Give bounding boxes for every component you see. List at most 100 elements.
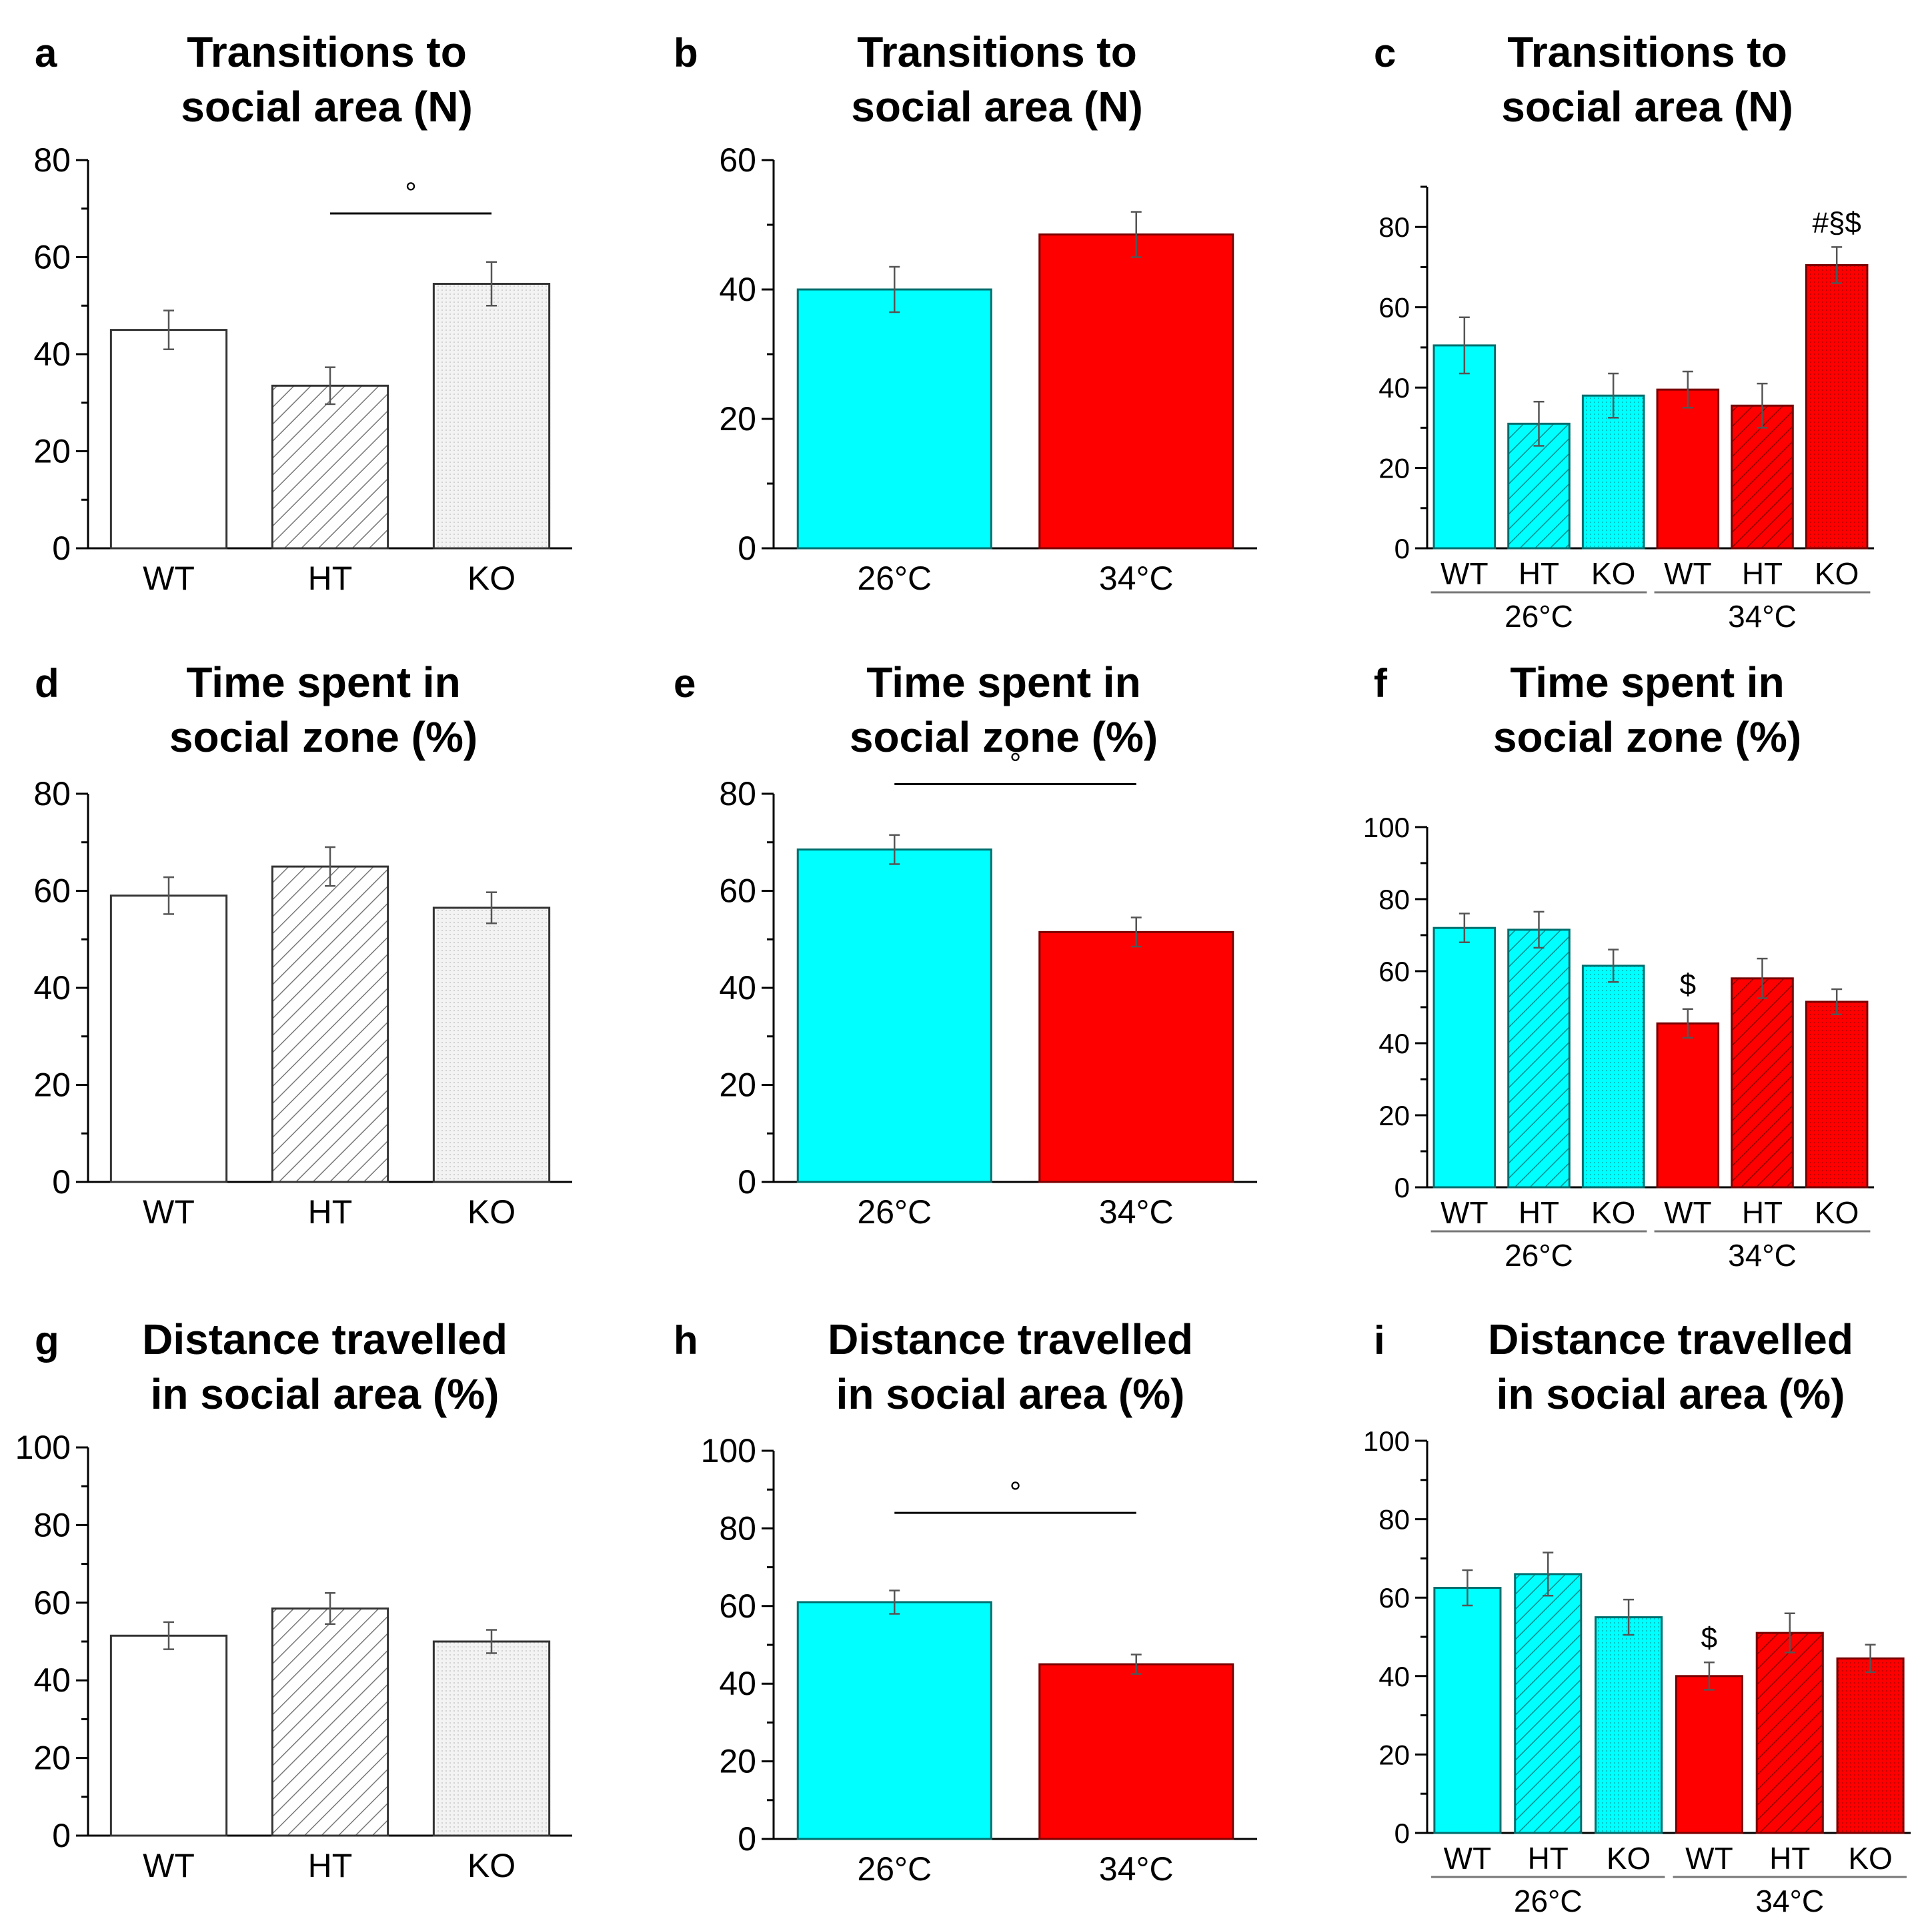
bar — [109, 1634, 228, 1837]
y-tick-label: 60 — [1378, 1582, 1410, 1614]
bar — [1038, 930, 1234, 1183]
group-label: 34°C — [1755, 1884, 1824, 1918]
y-tick-label: 0 — [738, 1820, 756, 1858]
panel-letter: e — [674, 661, 696, 706]
y-tick-label: 20 — [33, 1740, 71, 1777]
panel-title-line-2: social area (N) — [851, 83, 1143, 131]
plot-area-b: 0 20 40 60 26°C 34°C — [719, 141, 1257, 597]
group-label: 26°C — [1505, 599, 1573, 634]
y-tick-label: 20 — [33, 433, 71, 470]
y-tick-label: 20 — [719, 400, 756, 438]
y-tick-label: 40 — [719, 271, 756, 308]
panel-title-line-1: Time spent in — [1510, 658, 1784, 706]
bar — [1656, 388, 1720, 550]
y-tick-label: 80 — [33, 1506, 71, 1543]
bar — [432, 1640, 551, 1837]
y-tick-label: 0 — [738, 1163, 756, 1201]
y-tick-label: 60 — [1378, 292, 1410, 324]
x-tick-label: WT — [1664, 556, 1712, 591]
bar — [432, 906, 551, 1183]
y-tick-label: 60 — [719, 872, 756, 910]
group-label: 34°C — [1728, 1238, 1797, 1273]
bar — [1433, 1587, 1502, 1834]
x-tick-label: KO — [1848, 1841, 1892, 1876]
panel-title-line-1: Time spent in — [186, 658, 460, 706]
x-tick-label: WT — [1440, 1195, 1489, 1230]
y-tick-label: 80 — [1378, 1504, 1410, 1535]
panel-i: i Distance travelled in social area (%) … — [1363, 1315, 1911, 1918]
x-tick-label: HT — [308, 1847, 353, 1884]
x-tick-label: HT — [1742, 1195, 1783, 1230]
group-label: 26°C — [1514, 1884, 1583, 1918]
x-tick-label: KO — [467, 1193, 516, 1231]
y-tick-label: 60 — [719, 1587, 756, 1625]
y-tick-label: 40 — [1378, 372, 1410, 404]
x-tick-label: HT — [308, 560, 353, 597]
plot-area-h: 0 20 40 60 80 100 26°C 34°C ° — [701, 1432, 1257, 1888]
y-tick-label: 0 — [1394, 1172, 1410, 1203]
y-tick-label: 60 — [1378, 956, 1410, 987]
panel-title-line-1: Distance travelled — [142, 1315, 508, 1363]
plot-area-e: 0 20 40 60 80 26°C 34°C ° — [719, 747, 1257, 1231]
bar — [271, 1608, 389, 1837]
bar — [1038, 233, 1234, 550]
panel-letter: f — [1374, 661, 1388, 706]
x-tick-label: WT — [143, 1193, 195, 1231]
bar — [432, 283, 551, 550]
panel-letter: g — [35, 1318, 59, 1363]
panel-title-line-1: Transitions to — [857, 28, 1137, 76]
bar — [1805, 263, 1869, 550]
y-tick-label: 60 — [33, 1584, 71, 1622]
x-tick-label: HT — [1519, 556, 1559, 591]
bar — [1432, 926, 1497, 1189]
bar — [271, 384, 389, 550]
x-tick-label: KO — [1815, 556, 1859, 591]
x-tick-label: KO — [1591, 556, 1635, 591]
panel-title-line-1: Distance travelled — [1488, 1315, 1853, 1363]
panel-title-line-2: in social area (%) — [1497, 1370, 1845, 1418]
bar — [1581, 965, 1645, 1189]
panel-title-line-2: social area (N) — [1501, 83, 1793, 131]
bar — [1656, 1022, 1720, 1189]
plot-area-g: 0 20 40 60 80 100 WT HT KO — [15, 1429, 572, 1884]
plot-area-d: 0 20 40 60 80 WT HT KO — [33, 775, 572, 1231]
bar — [271, 865, 389, 1183]
y-tick-label: 0 — [52, 1163, 71, 1201]
bar — [1038, 1663, 1234, 1840]
y-tick-label: 40 — [33, 336, 71, 373]
bar — [1432, 344, 1497, 550]
x-tick-label: 34°C — [1099, 1850, 1174, 1888]
panel-title-line-2: social zone (%) — [169, 713, 477, 761]
panel-title-line-2: in social area (%) — [836, 1370, 1185, 1418]
x-tick-label: KO — [1591, 1195, 1635, 1230]
x-tick-label: 26°C — [857, 560, 932, 597]
panel-e: e Time spent in social zone (%) 0 20 40 60 8… — [674, 658, 1257, 1231]
bar — [1755, 1632, 1824, 1834]
x-tick-label: 34°C — [1099, 1193, 1174, 1231]
x-tick-label: WT — [143, 1847, 195, 1884]
y-tick-label: 100 — [1363, 1425, 1410, 1457]
x-tick-label: 26°C — [857, 1193, 932, 1231]
panel-title-line-1: Transitions to — [187, 28, 467, 76]
plot-area-f: 0 20 40 60 80 100 WT HT KO WT HT KO $26°C 34°C — [1363, 812, 1874, 1273]
panel-f: f Time spent in social zone (%) 0 20 40 60 8… — [1363, 658, 1874, 1273]
bar-annotation: #§$ — [1812, 206, 1861, 239]
x-tick-label: WT — [1444, 1841, 1492, 1876]
y-tick-label: 60 — [33, 239, 71, 276]
x-tick-label: WT — [143, 560, 195, 597]
x-tick-label: 26°C — [857, 1850, 932, 1888]
bar — [796, 288, 992, 550]
panel-letter: a — [35, 31, 57, 75]
panel-title-line-1: Transitions to — [1507, 28, 1787, 76]
y-tick-label: 0 — [1394, 1818, 1410, 1849]
x-tick-label: HT — [1528, 1841, 1569, 1876]
panel-letter: b — [674, 31, 698, 75]
y-tick-label: 20 — [1378, 453, 1410, 484]
panel-d: d Time spent in social zone (%) 0 20 40 60 8… — [33, 658, 572, 1231]
panel-title-line-2: social zone (%) — [850, 713, 1158, 761]
bar-annotation: $ — [1701, 1622, 1717, 1654]
y-tick-label: 100 — [1363, 812, 1410, 843]
bar — [109, 329, 228, 550]
bar — [1805, 1001, 1869, 1189]
x-tick-label: WT — [1440, 556, 1489, 591]
